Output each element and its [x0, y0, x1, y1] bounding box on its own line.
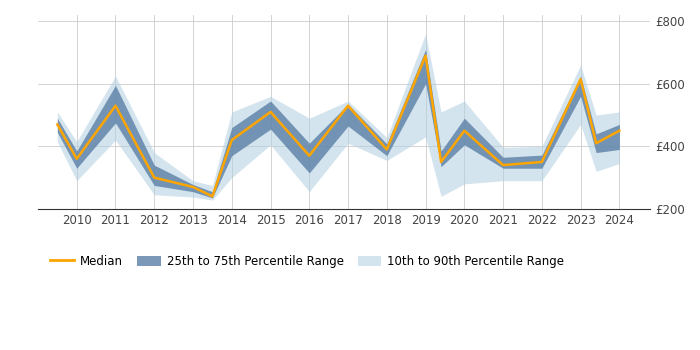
Median	[53, 122, 62, 127]
Median	[208, 194, 216, 198]
Median	[460, 128, 468, 133]
Median	[437, 160, 445, 164]
Median	[111, 104, 120, 108]
Median	[538, 160, 546, 164]
Median	[266, 110, 274, 114]
Legend: Median, 25th to 75th Percentile Range, 10th to 90th Percentile Range: Median, 25th to 75th Percentile Range, 1…	[46, 250, 569, 273]
Median	[421, 54, 430, 58]
Median	[615, 128, 624, 133]
Median	[344, 104, 352, 108]
Median	[228, 138, 236, 142]
Median	[73, 157, 81, 161]
Median	[592, 141, 601, 145]
Median	[305, 154, 314, 158]
Median	[499, 163, 508, 167]
Median	[383, 147, 391, 152]
Median	[150, 175, 158, 180]
Line: Median: Median	[57, 56, 620, 196]
Median	[576, 77, 584, 81]
Median	[189, 185, 197, 189]
